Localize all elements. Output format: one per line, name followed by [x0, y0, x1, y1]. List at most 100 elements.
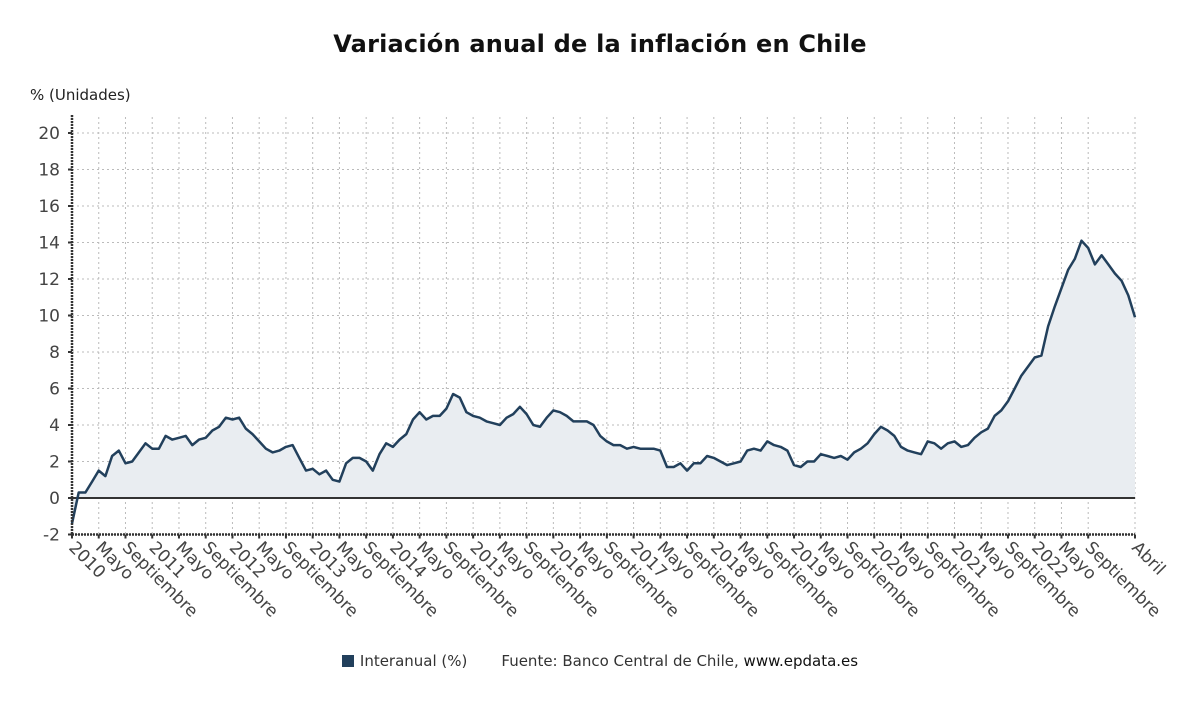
- data-point: [479, 417, 481, 419]
- source-text: Fuente: Banco Central de Chile,: [501, 652, 744, 670]
- y-tick-label: 20: [38, 124, 60, 144]
- data-point: [1067, 269, 1069, 271]
- data-point: [1034, 357, 1036, 359]
- x-tick-label: Abril: [1127, 538, 1169, 580]
- data-point: [800, 466, 802, 468]
- data-point: [873, 433, 875, 435]
- data-point: [653, 448, 655, 450]
- data-point: [359, 457, 361, 459]
- data-point: [860, 448, 862, 450]
- data-point: [439, 415, 441, 417]
- data-point: [258, 440, 260, 442]
- data-point: [1054, 305, 1056, 307]
- data-point: [452, 393, 454, 395]
- data-point: [1107, 263, 1109, 265]
- y-tick-label: 18: [38, 161, 60, 181]
- data-point: [305, 470, 307, 472]
- data-point: [118, 450, 120, 452]
- chart-title: Variación anual de la inflación en Chile: [333, 30, 867, 58]
- data-point: [298, 457, 300, 459]
- data-point: [379, 453, 381, 455]
- data-point: [659, 450, 661, 452]
- x-tick-labels: 2010MayoSeptiembre2011MayoSeptiembre2012…: [64, 538, 1169, 622]
- data-point: [552, 409, 554, 411]
- data-point: [746, 450, 748, 452]
- data-point: [619, 444, 621, 446]
- data-point: [806, 461, 808, 463]
- data-point: [325, 470, 327, 472]
- data-point: [1040, 355, 1042, 357]
- y-tick-label: 8: [49, 343, 60, 363]
- data-point: [191, 444, 193, 446]
- data-point: [385, 442, 387, 444]
- data-point: [399, 439, 401, 441]
- data-point: [900, 446, 902, 448]
- data-point: [238, 417, 240, 419]
- data-point: [713, 457, 715, 459]
- data-point: [833, 457, 835, 459]
- data-point: [726, 464, 728, 466]
- data-point: [412, 419, 414, 421]
- y-tick-label: 14: [38, 234, 60, 254]
- data-point: [285, 446, 287, 448]
- data-point: [980, 431, 982, 433]
- data-point: [686, 470, 688, 472]
- data-point: [706, 455, 708, 457]
- data-point: [104, 475, 106, 477]
- data-point: [1020, 375, 1022, 377]
- y-tick-label: 2: [49, 453, 60, 473]
- data-point: [760, 450, 762, 452]
- data-point: [847, 459, 849, 461]
- data-point: [292, 444, 294, 446]
- data-point: [880, 426, 882, 428]
- data-point: [1094, 263, 1096, 265]
- data-point: [786, 450, 788, 452]
- area-layer: [72, 240, 1135, 524]
- data-point: [459, 397, 461, 399]
- data-point: [312, 468, 314, 470]
- data-point: [920, 453, 922, 455]
- data-point: [987, 428, 989, 430]
- legend: Interanual (%) Fuente: Banco Central de C…: [0, 652, 1200, 670]
- data-point: [927, 440, 929, 442]
- data-point: [546, 417, 548, 419]
- data-point: [91, 481, 93, 483]
- data-point: [1127, 294, 1129, 296]
- data-point: [606, 440, 608, 442]
- data-point: [232, 419, 234, 421]
- data-point: [586, 420, 588, 422]
- data-point: [579, 420, 581, 422]
- data-point: [425, 419, 427, 421]
- data-point: [646, 448, 648, 450]
- data-point: [405, 433, 407, 435]
- data-point: [84, 492, 86, 494]
- data-point: [893, 435, 895, 437]
- data-point: [572, 420, 574, 422]
- data-point: [445, 408, 447, 410]
- data-point: [185, 435, 187, 437]
- data-point: [733, 462, 735, 464]
- data-point: [432, 415, 434, 417]
- y-tick-label: 4: [49, 416, 60, 436]
- data-point: [245, 428, 247, 430]
- data-point: [940, 448, 942, 450]
- data-point: [954, 440, 956, 442]
- data-point: [1101, 254, 1103, 256]
- data-point: [947, 442, 949, 444]
- data-point: [78, 492, 80, 494]
- data-point: [566, 415, 568, 417]
- data-point: [272, 451, 274, 453]
- y-tick-label: 16: [38, 197, 60, 217]
- data-point: [907, 450, 909, 452]
- y-tick-label: 0: [49, 489, 60, 509]
- data-point: [1061, 287, 1063, 289]
- data-point: [506, 417, 508, 419]
- data-point: [519, 406, 521, 408]
- data-point: [318, 473, 320, 475]
- data-point: [1007, 400, 1009, 402]
- data-point: [699, 462, 701, 464]
- data-point: [1087, 247, 1089, 249]
- data-point: [392, 446, 394, 448]
- legend-swatch: [341, 655, 354, 667]
